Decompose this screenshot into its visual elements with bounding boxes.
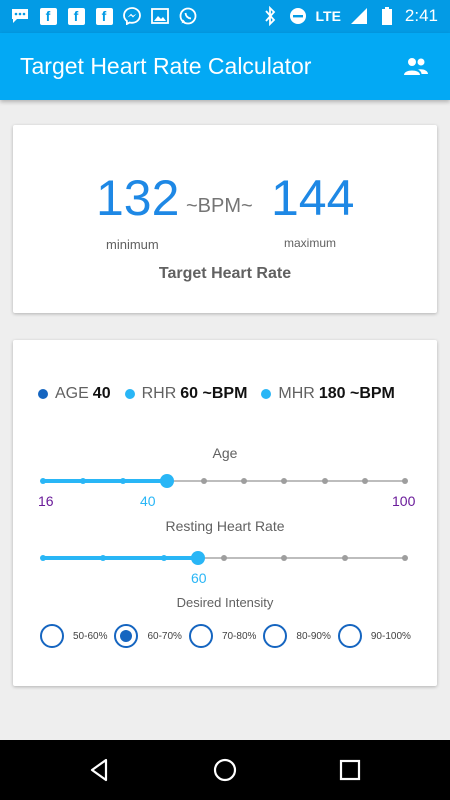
slider-tick bbox=[40, 478, 46, 484]
status-bar: f f f LTE 2:41 bbox=[0, 0, 450, 33]
slider-fill bbox=[43, 556, 198, 560]
radio-circle-icon[interactable] bbox=[114, 624, 139, 648]
signal-icon bbox=[349, 6, 369, 26]
rhr-dot-icon bbox=[124, 389, 135, 399]
age-slider-title: Age bbox=[212, 445, 238, 461]
mhr-dot-icon bbox=[261, 389, 272, 399]
input-card: AGE 40 RHR 60 ~BPM MHR 180 ~BPM Age 16 4… bbox=[13, 340, 437, 686]
intensity-option-label: 90-100% bbox=[370, 630, 411, 642]
bpm-separator: ~BPM~ bbox=[186, 195, 253, 217]
age-min-label: 16 bbox=[38, 493, 54, 509]
slider-tick bbox=[80, 478, 87, 484]
slider-tick bbox=[281, 555, 288, 561]
age-dot-icon bbox=[38, 389, 48, 399]
navigation-bar bbox=[0, 740, 450, 800]
slider-tick bbox=[321, 478, 328, 484]
slider-track bbox=[43, 480, 405, 482]
min-label: minimum bbox=[106, 237, 159, 252]
intensity-option-label: 60-70% bbox=[147, 630, 182, 642]
rhr-slider-title: Resting Heart Rate bbox=[165, 518, 285, 534]
intensity-option[interactable]: 90-100% bbox=[337, 624, 411, 648]
clock: 2:41 bbox=[404, 6, 438, 25]
max-label: maximum bbox=[284, 236, 337, 250]
radio-circle-icon[interactable] bbox=[40, 624, 64, 648]
legend-rhr-label: RHR bbox=[141, 385, 177, 402]
slider-tick bbox=[341, 555, 348, 561]
slider-fill bbox=[43, 479, 168, 483]
intensity-option[interactable]: 80-90% bbox=[263, 624, 331, 648]
whatsapp-icon bbox=[178, 6, 198, 26]
rhr-slider[interactable] bbox=[40, 548, 408, 568]
legend-age: AGE 40 bbox=[38, 385, 111, 403]
radio-circle-icon[interactable] bbox=[263, 624, 288, 648]
slider-tick bbox=[402, 478, 408, 484]
radio-circle-icon[interactable] bbox=[337, 624, 362, 648]
lte-indicator: LTE bbox=[315, 8, 341, 24]
intensity-option[interactable]: 70-80% bbox=[188, 624, 257, 648]
legend-rhr: RHR 60 ~BPM bbox=[124, 385, 248, 403]
slider-tick bbox=[361, 478, 368, 484]
result-card: 132 ~BPM~ 144 minimum maximum Target Hea… bbox=[13, 125, 437, 313]
back-icon[interactable] bbox=[86, 756, 114, 784]
facebook-icon: f bbox=[94, 6, 114, 26]
intensity-radio-group: 50-60% 60-70% 70-80% 80-90% 90-100% bbox=[40, 624, 418, 648]
radio-circle-icon[interactable] bbox=[188, 624, 213, 648]
app-title: Target Heart Rate Calculator bbox=[20, 53, 312, 79]
slider-tick bbox=[281, 478, 288, 484]
legend: AGE 40 RHR 60 ~BPM MHR 180 ~BPM bbox=[38, 385, 409, 403]
do-not-disturb-icon bbox=[288, 6, 308, 26]
slider-tick bbox=[100, 555, 107, 561]
slider-tick bbox=[221, 555, 227, 561]
legend-mhr-label: MHR bbox=[278, 385, 315, 402]
bluetooth-icon bbox=[260, 6, 280, 26]
slider-thumb[interactable] bbox=[160, 474, 175, 488]
intensity-option[interactable]: 50-60% bbox=[40, 624, 107, 648]
home-icon[interactable] bbox=[211, 756, 239, 784]
recents-icon[interactable] bbox=[336, 756, 364, 784]
legend-mhr-value: 180 ~BPM bbox=[318, 385, 395, 402]
intensity-title: Desired Intensity bbox=[176, 595, 274, 610]
rhr-value-label: 60 bbox=[191, 570, 207, 586]
legend-age-label: AGE bbox=[55, 385, 89, 402]
battery-icon bbox=[377, 6, 397, 26]
age-max-label: 100 bbox=[392, 493, 416, 509]
slider-tick bbox=[241, 478, 248, 484]
intensity-option-label: 70-80% bbox=[221, 630, 257, 642]
app-bar: Target Heart Rate Calculator bbox=[0, 33, 450, 100]
people-icon[interactable] bbox=[402, 53, 430, 81]
max-heart-rate: 144 bbox=[271, 170, 355, 226]
slider-thumb[interactable] bbox=[190, 551, 205, 565]
age-slider[interactable] bbox=[40, 471, 408, 491]
target-heart-rate-caption: Target Heart Rate bbox=[158, 265, 292, 282]
intensity-option[interactable]: 60-70% bbox=[114, 624, 182, 648]
slider-tick bbox=[402, 555, 408, 561]
slider-tick bbox=[160, 555, 167, 561]
facebook-icon: f bbox=[38, 6, 58, 26]
slider-tick bbox=[200, 478, 207, 484]
intensity-option-label: 50-60% bbox=[73, 630, 108, 642]
legend-age-value: 40 bbox=[92, 385, 111, 402]
messenger-icon bbox=[122, 6, 142, 26]
intensity-option-label: 80-90% bbox=[296, 630, 331, 642]
messages-icon bbox=[10, 6, 30, 26]
slider-tick bbox=[120, 478, 127, 484]
age-value-label: 40 bbox=[140, 493, 156, 509]
facebook-icon: f bbox=[66, 6, 86, 26]
legend-mhr: MHR 180 ~BPM bbox=[261, 385, 395, 403]
legend-rhr-value: 60 ~BPM bbox=[180, 385, 248, 402]
slider-tick bbox=[40, 555, 46, 561]
min-heart-rate: 132 bbox=[96, 170, 180, 226]
gallery-icon bbox=[150, 6, 170, 26]
